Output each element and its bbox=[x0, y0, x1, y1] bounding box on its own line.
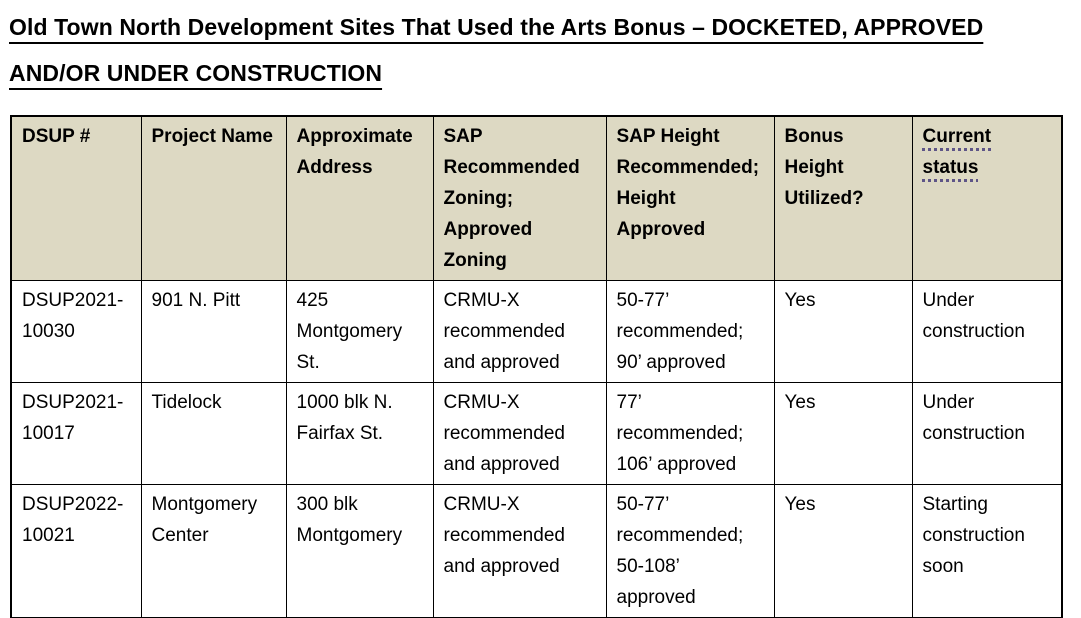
cell-sap-height: 77’ recommended; 106’ approved bbox=[605, 382, 775, 485]
cell-bonus-height: Yes bbox=[773, 382, 913, 485]
current-status-label: Current status bbox=[922, 126, 992, 178]
cell-dsup: DSUP2022-10021 bbox=[10, 484, 142, 618]
cell-bonus-height: Yes bbox=[773, 280, 913, 383]
header-cell-sap-zoning: SAP Recommended Zoning; Approved Zoning bbox=[432, 115, 607, 281]
header-cell-address: Approximate Address bbox=[285, 115, 434, 281]
table-header-row: DSUP # Project Name Approximate Address … bbox=[10, 115, 1063, 281]
header-cell-project-name: Project Name bbox=[140, 115, 287, 281]
cell-address: 300 blk Montgomery bbox=[285, 484, 434, 618]
cell-project-name: Tidelock bbox=[140, 382, 287, 485]
header-cell-bonus-height: Bonus Height Utilized? bbox=[773, 115, 913, 281]
cell-current-status: Starting construction soon bbox=[911, 484, 1063, 618]
cell-sap-zoning: CRMU-X recommended and approved bbox=[432, 280, 607, 383]
header-cell-sap-height: SAP Height Recommended; Height Approved bbox=[605, 115, 775, 281]
table-row: DSUP2022-10021 Montgomery Center 300 blk… bbox=[10, 484, 1063, 618]
table-row: DSUP2021-10030 901 N. Pitt 425 Montgomer… bbox=[10, 280, 1063, 383]
table-row: DSUP2021-10017 Tidelock 1000 blk N. Fair… bbox=[10, 382, 1063, 485]
development-sites-table: DSUP # Project Name Approximate Address … bbox=[10, 115, 1063, 618]
cell-dsup: DSUP2021-10030 bbox=[10, 280, 142, 383]
header-cell-current-status: Current status bbox=[911, 115, 1063, 281]
document-title: Old Town North Development Sites That Us… bbox=[9, 14, 984, 86]
cell-current-status: Under construction bbox=[911, 382, 1063, 485]
cell-address: 1000 blk N. Fairfax St. bbox=[285, 382, 434, 485]
cell-sap-height: 50-77’ recommended; 50-108’ approved bbox=[605, 484, 775, 618]
cell-dsup: DSUP2021-10017 bbox=[10, 382, 142, 485]
cell-current-status: Under construction bbox=[911, 280, 1063, 383]
cell-bonus-height: Yes bbox=[773, 484, 913, 618]
cell-project-name: 901 N. Pitt bbox=[140, 280, 287, 383]
header-cell-dsup: DSUP # bbox=[10, 115, 142, 281]
cell-project-name: Montgomery Center bbox=[140, 484, 287, 618]
cell-sap-zoning: CRMU-X recommended and approved bbox=[432, 484, 607, 618]
cell-sap-zoning: CRMU-X recommended and approved bbox=[432, 382, 607, 485]
cell-sap-height: 50-77’ recommended; 90’ approved bbox=[605, 280, 775, 383]
cell-address: 425 Montgomery St. bbox=[285, 280, 434, 383]
